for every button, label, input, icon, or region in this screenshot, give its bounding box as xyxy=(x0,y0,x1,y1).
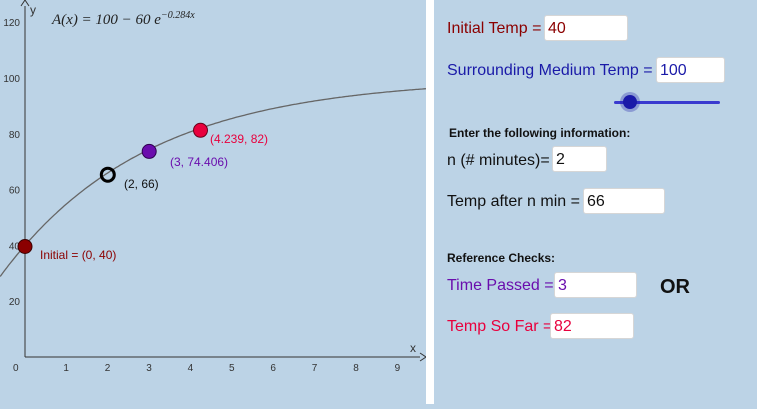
x-axis-label: x xyxy=(410,341,416,355)
n-minutes-point[interactable] xyxy=(99,166,116,183)
y-tick-label: 60 xyxy=(9,186,21,197)
graph-view[interactable]: x y 0 1 2 3 4 5 6 7 8 9 20 40 60 80 100 120 A(x) = 100… xyxy=(0,0,433,404)
x-tick-label: 8 xyxy=(353,363,359,374)
info-heading: Enter the following information: xyxy=(449,126,631,140)
y-axis-label: y xyxy=(30,3,36,17)
time-passed-point-label: (3, 74.406) xyxy=(170,155,228,169)
temp-so-far-point[interactable] xyxy=(193,122,208,138)
temp-so-far-label: Temp So Far = xyxy=(447,318,553,335)
n-minutes-point-label: (2, 66) xyxy=(124,177,159,191)
y-tick-label: 80 xyxy=(9,130,21,141)
panel-divider xyxy=(426,0,434,404)
input-panel: Initial Temp = 40 Surrounding Medium Tem… xyxy=(434,0,757,404)
surrounding-temp-label: Surrounding Medium Temp = xyxy=(447,62,653,79)
y-tick-label: 120 xyxy=(3,18,20,29)
initial-temp-label: Initial Temp = xyxy=(447,20,542,37)
y-tick-label: 40 xyxy=(9,241,21,252)
x-tick-label: 3 xyxy=(146,363,152,374)
slider-knob[interactable] xyxy=(622,95,637,109)
y-axis-arrow-icon xyxy=(20,0,30,7)
temp-after-input[interactable]: 66 xyxy=(583,188,665,214)
initial-point[interactable] xyxy=(17,239,33,254)
x-tick-label: 0 xyxy=(13,363,19,374)
initial-temp-input[interactable]: 40 xyxy=(544,15,628,41)
temp-so-far-point-label: (4.239, 82) xyxy=(210,132,268,146)
temp-after-label: Temp after n min = xyxy=(447,193,580,210)
formula-main: A(x) = 100 − 60 e xyxy=(51,12,161,28)
time-passed-label: Time Passed = xyxy=(447,277,554,294)
graph-canvas[interactable]: x y 0 1 2 3 4 5 6 7 8 9 20 40 60 80 100 120 A(x) = 100… xyxy=(0,0,433,404)
surrounding-temp-input[interactable]: 100 xyxy=(656,57,725,83)
x-tick-labels: 0 1 2 3 4 5 6 7 8 9 xyxy=(13,363,401,374)
x-tick-label: 1 xyxy=(63,363,69,374)
y-tick-label: 20 xyxy=(9,297,21,308)
x-tick-label: 4 xyxy=(188,363,194,374)
slider-track xyxy=(614,101,720,104)
reference-heading: Reference Checks: xyxy=(447,251,556,265)
temp-so-far-input[interactable]: 82 xyxy=(550,313,634,339)
x-tick-label: 7 xyxy=(312,363,318,374)
temperature-curve xyxy=(0,87,433,277)
formula-text: A(x) = 100 − 60 e−0.284x xyxy=(51,10,195,28)
surrounding-temp-slider[interactable] xyxy=(614,92,720,112)
x-tick-label: 2 xyxy=(105,363,111,374)
x-tick-label: 5 xyxy=(229,363,235,374)
y-tick-label: 100 xyxy=(3,74,20,85)
initial-point-label: Initial = (0, 40) xyxy=(40,248,116,262)
n-minutes-input[interactable]: 2 xyxy=(552,146,607,172)
time-passed-input[interactable]: 3 xyxy=(554,272,637,298)
x-tick-label: 6 xyxy=(270,363,276,374)
x-tick-label: 9 xyxy=(395,363,401,374)
n-minutes-label: n (# minutes)= xyxy=(447,152,550,169)
formula-exponent: −0.284x xyxy=(161,10,195,21)
y-tick-labels: 20 40 60 80 100 120 xyxy=(3,18,20,308)
or-text: OR xyxy=(660,276,690,298)
time-passed-point[interactable] xyxy=(141,143,157,159)
